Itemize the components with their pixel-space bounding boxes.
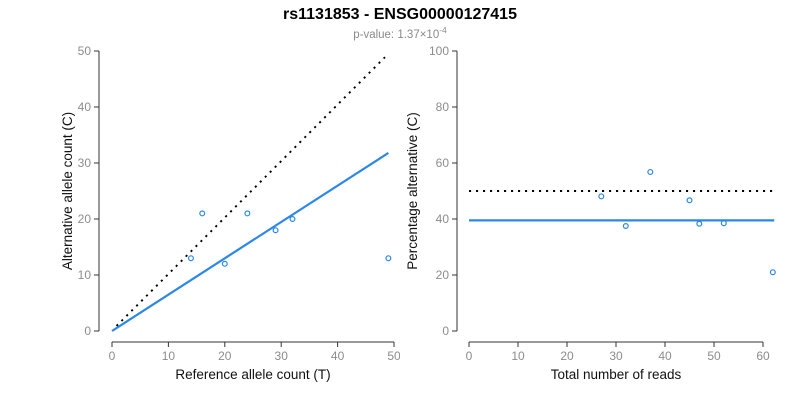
y-tick-label: 20: [436, 268, 450, 282]
data-point: [385, 255, 392, 262]
fit-line: [111, 151, 389, 332]
data-point: [221, 260, 228, 267]
x-tick-label: 0: [466, 349, 473, 363]
allele-count-scatter-plot: 0 10 20 30 40 50 0 10 20 30 40 50 Reference allele c…: [60, 44, 400, 382]
figure-header: rs1131853 - ENSG00000127415 p-value: 1.3…: [0, 6, 800, 42]
y-tick-label: 0: [442, 324, 449, 338]
data-point: [622, 223, 629, 230]
x-axis-title: Reference allele count (T): [175, 367, 330, 382]
data-point: [769, 269, 776, 276]
data-point: [272, 227, 279, 234]
y-tick-label: 50: [78, 44, 92, 58]
x-tick-label: 60: [756, 349, 770, 363]
x-tick-label: 50: [387, 349, 400, 363]
y-tick-label: 100: [429, 44, 449, 58]
data-point: [686, 197, 693, 204]
pvalue-exponent: -4: [439, 25, 447, 35]
y-tick-label: 20: [78, 212, 92, 226]
data-point: [187, 255, 194, 262]
x-tick-label: 40: [658, 349, 672, 363]
x-tick-label: 0: [109, 349, 116, 363]
percentage-reads-scatter-plot: 0 20 40 60 80 100 0 10 20 30 40 50 60 Total number of…: [405, 44, 776, 382]
x-tick-label: 40: [331, 349, 345, 363]
data-point: [598, 193, 605, 200]
x-tick-label: 30: [609, 349, 623, 363]
x-tick-label: 20: [218, 349, 232, 363]
x-tick-label: 30: [275, 349, 289, 363]
data-point: [647, 168, 654, 175]
y-tick-label: 0: [84, 324, 91, 338]
y-axis: 0 20 40 60 80 100: [429, 44, 458, 338]
data-point: [289, 216, 296, 223]
data-point: [696, 220, 703, 227]
y-axis-title: Percentage alternative (C): [405, 112, 420, 270]
pvalue-subtitle: p-value: 1.37×10-4: [0, 24, 800, 42]
data-point: [199, 210, 206, 217]
x-tick-label: 20: [560, 349, 574, 363]
pvalue-text: p-value: 1.37×10: [353, 28, 440, 41]
plot-title: rs1131853 - ENSG00000127415: [283, 6, 517, 23]
y-axis-title: Alternative allele count (C): [60, 112, 75, 270]
x-tick-label: 10: [511, 349, 525, 363]
y-tick-label: 40: [436, 212, 450, 226]
x-axis: 0 10 20 30 40 50 60: [466, 341, 770, 363]
y-axis: 0 10 20 30 40 50: [78, 44, 100, 338]
data-point: [720, 220, 727, 227]
data-point: [244, 210, 251, 217]
x-axis-title: Total number of reads: [551, 367, 682, 382]
x-tick-label: 10: [162, 349, 176, 363]
y-tick-label: 30: [78, 156, 92, 170]
y-tick-label: 80: [436, 100, 450, 114]
y-tick-label: 40: [78, 100, 92, 114]
y-tick-label: 60: [436, 156, 450, 170]
y-tick-label: 10: [78, 268, 92, 282]
x-axis: 0 10 20 30 40 50: [109, 341, 400, 363]
identity-line: [115, 56, 386, 327]
x-tick-label: 50: [707, 349, 721, 363]
